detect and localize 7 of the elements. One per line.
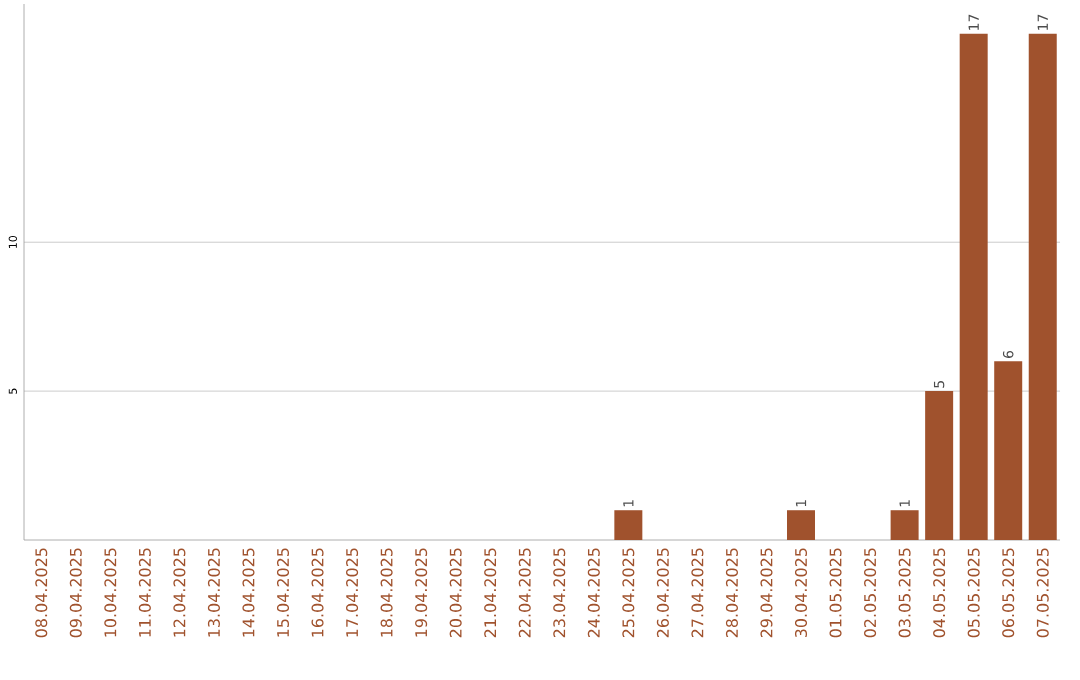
bar [959, 33, 988, 540]
bar [890, 510, 919, 540]
bar [1028, 33, 1057, 540]
bar [787, 510, 816, 540]
bar [994, 361, 1023, 540]
bar [614, 510, 643, 540]
bar [925, 391, 954, 540]
